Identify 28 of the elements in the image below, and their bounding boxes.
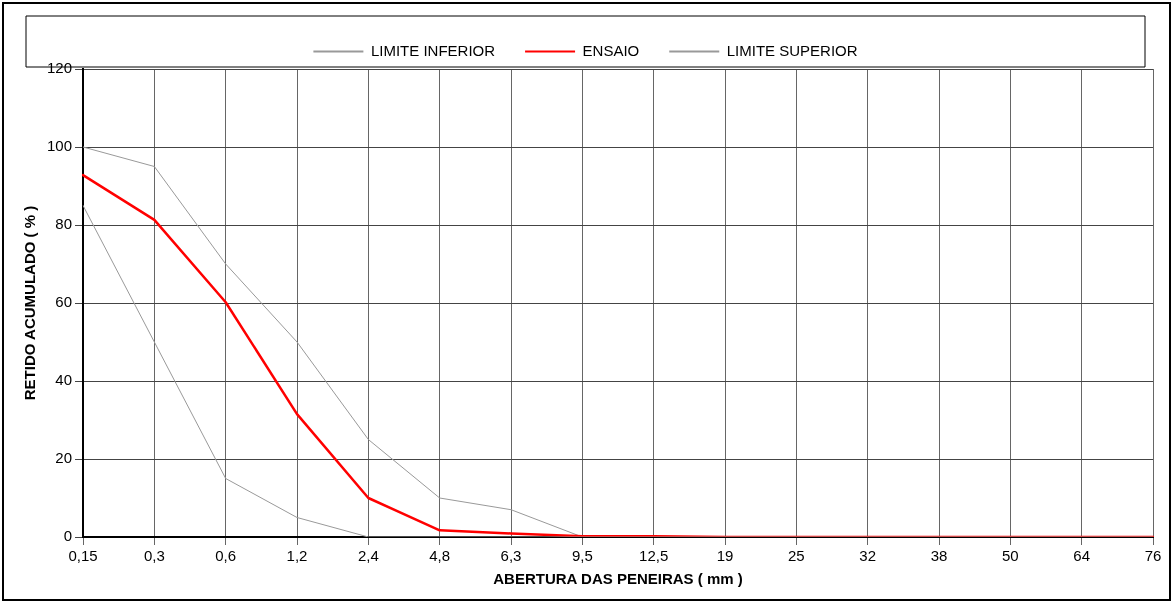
x-tick-label: 1,2	[286, 547, 308, 565]
y-tick-label: 100	[47, 137, 73, 155]
y-axis-title: RETIDO ACUMULADO ( % )	[21, 205, 39, 401]
legend-label: ENSAIO	[582, 41, 640, 59]
y-tick-label: 120	[47, 59, 73, 77]
x-tick-label: 2,4	[357, 547, 379, 565]
y-tick-label: 20	[55, 449, 73, 467]
x-tick-label: 76	[1144, 547, 1162, 565]
y-tick-label: 80	[55, 215, 73, 233]
x-tick-label: 50	[1001, 547, 1019, 565]
x-tick-label: 38	[930, 547, 948, 565]
x-tick-label: 25	[788, 547, 805, 565]
x-tick-label: 9,5	[571, 547, 593, 565]
y-tick-label: 0	[63, 527, 73, 545]
x-tick-label: 0,15	[68, 547, 98, 565]
x-tick-label: 0,6	[215, 547, 237, 565]
x-tick-label: 32	[859, 547, 877, 565]
x-tick-label: 6,3	[500, 547, 522, 565]
y-tick-label: 60	[55, 293, 73, 311]
legend-label: LIMITE SUPERIOR	[726, 41, 858, 59]
x-tick-label: 4,8	[429, 547, 451, 565]
legend-label: LIMITE INFERIOR	[370, 41, 496, 59]
y-tick-label: 40	[55, 371, 73, 389]
x-axis-title: ABERTURA DAS PENEIRAS ( mm )	[493, 570, 743, 588]
x-tick-label: 64	[1073, 547, 1091, 565]
x-tick-label: 0,3	[143, 547, 165, 565]
x-tick-label: 12,5	[639, 547, 669, 565]
x-tick-label: 19	[716, 547, 734, 565]
